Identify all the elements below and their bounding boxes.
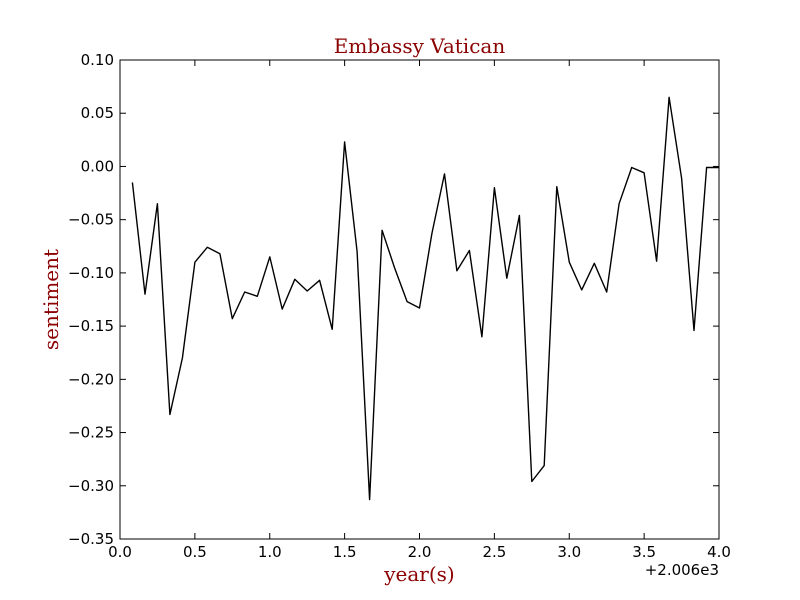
tick-labels: 0.0 0.5 1.0 1.5 2.0 2.5 3.0 3.5 4.0 0.10 0.05 0.00 −…	[68, 51, 731, 561]
chart-title: Embassy Vatican	[334, 34, 506, 58]
y-axis-label: sentiment	[39, 249, 63, 350]
x-axis-label: year(s)	[383, 562, 455, 586]
y-tick-label: −0.10	[68, 264, 114, 282]
y-tick-label: −0.35	[68, 530, 114, 548]
plot-area	[120, 60, 719, 539]
x-tick-label: 0.5	[183, 543, 207, 561]
series-line	[131, 96, 719, 501]
y-tick-label: 0.10	[81, 51, 114, 69]
x-tick-label: 4.0	[707, 543, 731, 561]
x-tick-label: 3.5	[632, 543, 656, 561]
x-tick-label: 1.5	[333, 543, 357, 561]
x-tick-label: 0.0	[108, 543, 132, 561]
y-tick-label: 0.05	[81, 104, 114, 122]
x-axis-offset-label: +2.006e3	[645, 561, 719, 579]
x-tick-label: 2.0	[408, 543, 432, 561]
x-tick-label: 1.0	[258, 543, 282, 561]
y-tick-label: −0.15	[68, 317, 114, 335]
x-tick-label: 2.5	[482, 543, 506, 561]
y-tick-label: −0.20	[68, 370, 114, 388]
plot-frame	[119, 59, 720, 540]
y-tick-label: −0.30	[68, 477, 114, 495]
x-tick-label: 3.0	[557, 543, 581, 561]
y-tick-label: −0.25	[68, 424, 114, 442]
y-tick-label: −0.05	[68, 211, 114, 229]
y-tick-label: 0.00	[81, 157, 114, 175]
